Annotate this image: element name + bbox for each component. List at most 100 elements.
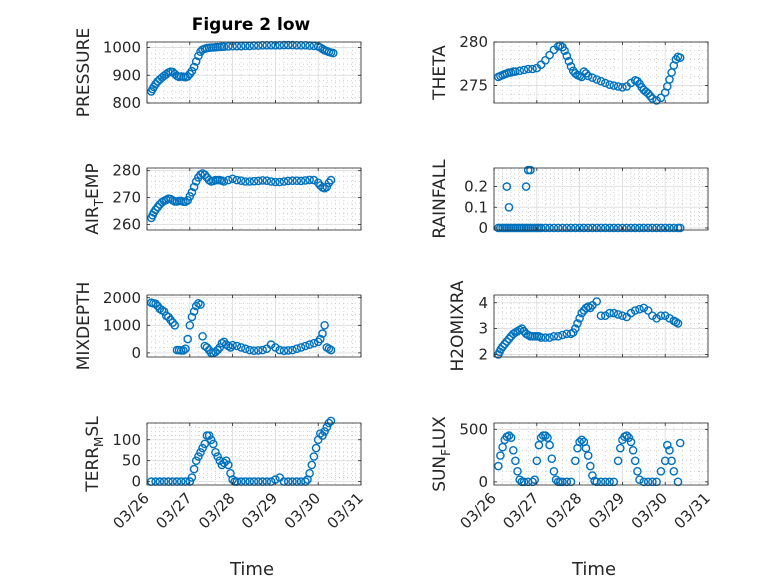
data-point bbox=[504, 431, 514, 440]
data-point bbox=[641, 87, 651, 96]
y-tick-label: 0.2 bbox=[464, 178, 488, 196]
data-point bbox=[575, 313, 584, 323]
panel-air-temp: 260 270 280 AIRTEMP bbox=[83, 162, 362, 235]
data-point bbox=[241, 344, 250, 354]
data-point bbox=[194, 452, 203, 461]
data-point bbox=[673, 319, 683, 328]
panel-mixdepth: 0 1000 2000 MIXDEPTH bbox=[74, 282, 362, 371]
data-point bbox=[315, 334, 325, 344]
data-point bbox=[326, 345, 336, 355]
x-tick-label: 03/30 bbox=[628, 489, 671, 532]
data-point bbox=[502, 182, 512, 191]
data-point bbox=[618, 223, 627, 233]
data-point bbox=[266, 340, 276, 349]
data-point bbox=[592, 297, 602, 306]
data-point bbox=[596, 223, 606, 233]
x-axis-label-left: Time bbox=[229, 559, 274, 580]
data-point bbox=[241, 177, 250, 186]
y-tick-label: 1000 bbox=[103, 316, 141, 334]
plot-area bbox=[494, 168, 708, 230]
y-tick-label: 0 bbox=[478, 219, 488, 237]
y-axis-label-part: LUX bbox=[430, 416, 450, 449]
data-point bbox=[236, 176, 246, 185]
data-point bbox=[596, 311, 606, 321]
data-point bbox=[581, 69, 591, 78]
data-point bbox=[660, 223, 670, 233]
y-axis-label-subscript: F bbox=[439, 449, 453, 456]
data-point bbox=[262, 176, 272, 185]
data-point bbox=[253, 176, 263, 186]
data-point bbox=[204, 431, 214, 440]
data-point bbox=[513, 466, 522, 476]
data-point bbox=[258, 176, 267, 185]
data-point bbox=[577, 308, 587, 318]
data-point bbox=[549, 223, 559, 233]
data-point bbox=[541, 333, 550, 342]
data-point bbox=[588, 223, 597, 233]
y-tick-label: 260 bbox=[112, 216, 141, 234]
data-point bbox=[624, 433, 634, 443]
y-tick-label: 0 bbox=[478, 473, 488, 491]
data-point bbox=[656, 223, 666, 233]
data-point bbox=[187, 66, 197, 76]
data-point bbox=[571, 223, 580, 233]
x-tick-label: 03/29 bbox=[585, 489, 628, 532]
data-point bbox=[191, 57, 201, 66]
panel-pressure: 800 900 1000 PRESSURE bbox=[74, 28, 362, 117]
data-point bbox=[626, 308, 636, 318]
y-axis-label: SUNFLUX bbox=[430, 416, 453, 492]
y-axis-label: MIXDEPTH bbox=[74, 282, 94, 371]
axes-box bbox=[493, 167, 709, 231]
data-point bbox=[223, 42, 233, 51]
data-point bbox=[575, 437, 584, 447]
data-point bbox=[504, 202, 514, 212]
y-tick-label: 900 bbox=[112, 66, 141, 84]
data-point bbox=[596, 76, 606, 86]
data-point bbox=[588, 471, 597, 480]
data-point bbox=[208, 439, 218, 449]
data-point bbox=[534, 440, 544, 450]
data-point bbox=[618, 311, 627, 321]
data-point bbox=[249, 176, 259, 186]
y-tick-label: 0.1 bbox=[464, 198, 488, 216]
data-point bbox=[213, 452, 222, 461]
data-point bbox=[318, 431, 327, 440]
x-axis-label-right: Time bbox=[571, 559, 616, 580]
panel-h2omixra: 2 3 4 H2OMIXRA bbox=[448, 280, 709, 372]
data-point bbox=[498, 342, 507, 352]
axes-box bbox=[493, 41, 709, 104]
y-tick-label: 800 bbox=[112, 94, 141, 112]
x-tick-label: 03/29 bbox=[238, 489, 281, 532]
data-point bbox=[279, 40, 289, 50]
data-point bbox=[271, 177, 280, 187]
data-point bbox=[311, 443, 321, 453]
x-tick-label: 03/27 bbox=[499, 489, 542, 532]
data-point bbox=[187, 187, 197, 197]
axes-box bbox=[146, 294, 362, 358]
data-point bbox=[609, 223, 619, 233]
data-point bbox=[498, 442, 507, 452]
x-tick-label: 03/28 bbox=[195, 489, 238, 532]
data-point bbox=[249, 346, 259, 356]
y-axis-label: RAINFALL bbox=[430, 159, 450, 239]
data-point bbox=[635, 475, 644, 485]
data-point bbox=[583, 223, 593, 233]
data-point bbox=[223, 460, 233, 470]
data-point bbox=[547, 454, 557, 464]
data-point bbox=[275, 177, 285, 187]
data-point bbox=[660, 456, 670, 466]
data-point bbox=[305, 468, 314, 478]
data-point bbox=[553, 331, 563, 341]
data-point bbox=[519, 65, 529, 75]
data-point bbox=[652, 313, 661, 323]
data-point bbox=[605, 223, 614, 233]
data-point bbox=[675, 53, 685, 63]
data-point bbox=[633, 76, 642, 86]
data-point bbox=[635, 304, 644, 314]
data-point bbox=[196, 300, 205, 309]
data-point bbox=[288, 345, 297, 355]
y-axis-label-part: SL bbox=[83, 416, 103, 437]
data-point bbox=[645, 91, 655, 101]
y-tick-label: 0 bbox=[131, 473, 141, 491]
